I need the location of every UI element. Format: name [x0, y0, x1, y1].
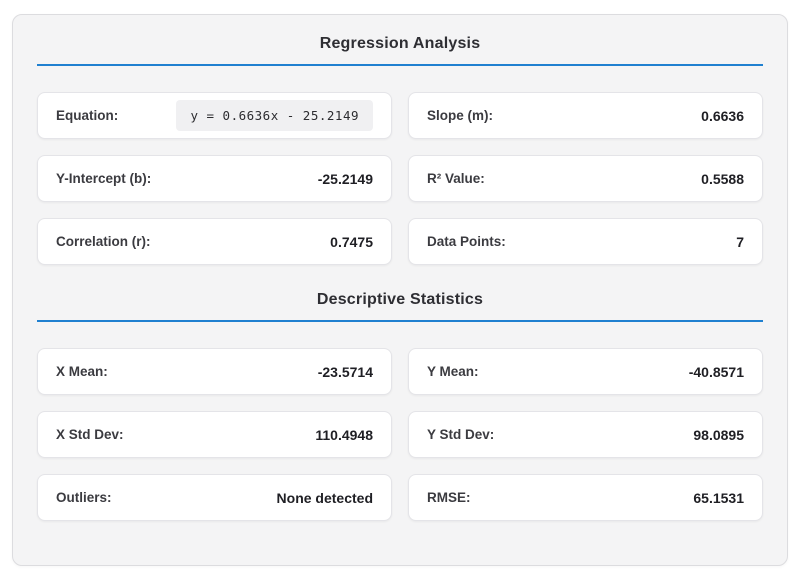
stat-card: Slope (m): 0.6636 [408, 92, 763, 139]
stat-label: Y-Intercept (b): [56, 171, 152, 186]
stat-label: Y Mean: [427, 364, 479, 379]
stat-value: 0.7475 [330, 233, 373, 250]
stat-card: RMSE: 65.1531 [408, 474, 763, 521]
statistics-panel: Regression Analysis Equation: y = 0.6636… [12, 14, 788, 566]
stat-value: 98.0895 [693, 426, 744, 443]
stats-grid: X Mean: -23.5714 Y Mean: -40.8571 X Std … [37, 348, 763, 521]
stat-label: Outliers: [56, 490, 112, 505]
stat-label: X Std Dev: [56, 427, 124, 442]
stat-label: R² Value: [427, 171, 485, 186]
stat-card: Equation: y = 0.6636x - 25.2149 [37, 92, 392, 139]
stat-label: Correlation (r): [56, 234, 151, 249]
stat-label: Equation: [56, 108, 119, 123]
stat-value: 0.5588 [701, 170, 744, 187]
stat-value: -23.5714 [317, 363, 373, 380]
stat-label: Y Std Dev: [427, 427, 495, 442]
stat-card: Data Points: 7 [408, 218, 763, 265]
analysis-section: Regression Analysis Equation: y = 0.6636… [37, 35, 763, 265]
stat-card: X Mean: -23.5714 [37, 348, 392, 395]
stat-label: RMSE: [427, 490, 471, 505]
stat-value: None detected [276, 489, 373, 506]
stat-value: -40.8571 [688, 363, 744, 380]
stat-card: X Std Dev: 110.4948 [37, 411, 392, 458]
stat-card: Outliers: None detected [37, 474, 392, 521]
stat-label: Data Points: [427, 234, 506, 249]
stat-value: 65.1531 [693, 489, 744, 506]
stats-grid: Equation: y = 0.6636x - 25.2149 Slope (m… [37, 92, 763, 265]
stat-label: X Mean: [56, 364, 108, 379]
analysis-section: Descriptive Statistics X Mean: -23.5714 … [37, 291, 763, 521]
stat-card: Y Std Dev: 98.0895 [408, 411, 763, 458]
stat-value: 7 [736, 233, 744, 250]
section-title: Regression Analysis [37, 35, 763, 66]
stat-card: Y-Intercept (b): -25.2149 [37, 155, 392, 202]
section-title: Descriptive Statistics [37, 291, 763, 322]
sections-container: Regression Analysis Equation: y = 0.6636… [37, 35, 763, 521]
stat-card: Correlation (r): 0.7475 [37, 218, 392, 265]
stat-card: R² Value: 0.5588 [408, 155, 763, 202]
stat-value: 0.6636 [701, 107, 744, 124]
stat-value: y = 0.6636x - 25.2149 [176, 100, 373, 131]
stat-value: -25.2149 [317, 170, 373, 187]
stat-label: Slope (m): [427, 108, 493, 123]
stat-card: Y Mean: -40.8571 [408, 348, 763, 395]
stat-value: 110.4948 [315, 426, 373, 443]
